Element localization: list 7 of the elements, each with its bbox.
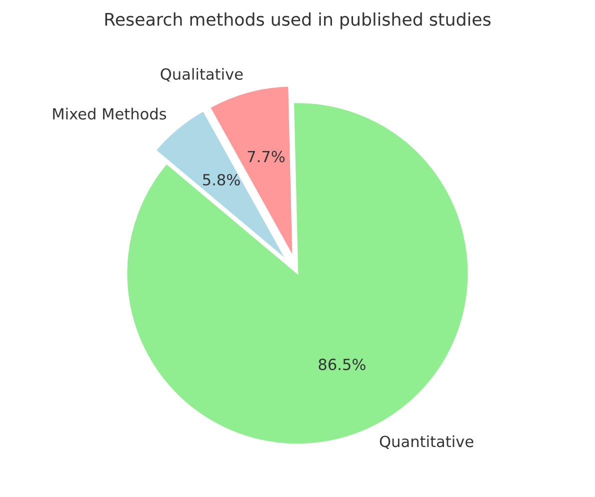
data-label: 5.8% xyxy=(203,174,240,186)
data-label: 7.7% xyxy=(248,150,285,162)
chart-title: Research methods used in published studies xyxy=(105,12,491,30)
data-label: 86.5% xyxy=(318,358,366,370)
slice-label: Quantitative xyxy=(380,435,474,449)
slice-label: Mixed Methods xyxy=(53,108,166,120)
slice-label: Qualitative xyxy=(160,68,243,82)
